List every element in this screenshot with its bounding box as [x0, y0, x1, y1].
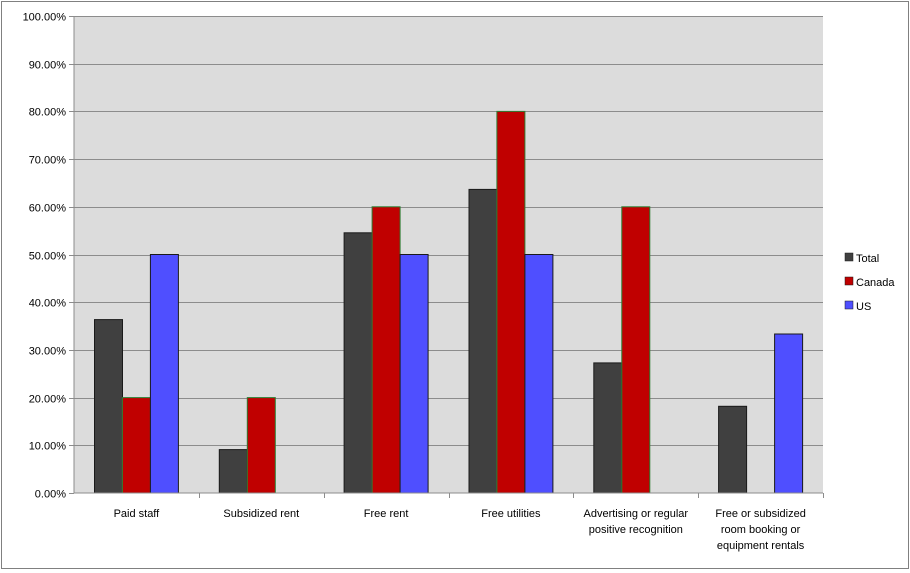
y-tick-label: 20.00% — [29, 394, 67, 406]
y-tick-label: 10.00% — [29, 441, 67, 453]
bar-us — [524, 254, 554, 494]
bar-us — [149, 254, 179, 494]
x-category-label: equipment rentals — [717, 540, 805, 552]
bar-total — [218, 449, 248, 494]
legend-swatch-total — [844, 252, 854, 262]
bar-us — [774, 333, 804, 494]
legend-label-us: US — [856, 301, 871, 313]
bar-us — [399, 254, 429, 494]
bar-canada — [121, 397, 151, 494]
y-tick-label: 80.00% — [29, 107, 67, 119]
y-axis-tick-labels: 0.00% 10.00% 20.00% 30.00% 40.00% 50.00% 60.00… — [23, 12, 74, 501]
bar-canada — [371, 206, 401, 494]
x-axis-tick-marks — [199, 493, 824, 498]
bar-total — [718, 405, 748, 494]
legend-swatch-us — [844, 300, 854, 310]
x-category-label: Free utilities — [481, 508, 541, 520]
legend-swatch-canada — [844, 276, 854, 286]
y-tick-label: 60.00% — [29, 203, 67, 215]
bar-total — [343, 232, 373, 494]
bar-total — [94, 319, 123, 494]
gridlines — [74, 16, 823, 446]
x-category-label: positive recognition — [589, 524, 683, 536]
x-category-label: Free rent — [364, 508, 409, 520]
legend: Total Canada US — [844, 252, 895, 313]
y-tick-label: 40.00% — [29, 298, 67, 310]
bar-canada — [246, 397, 276, 494]
x-category-label: room booking or — [721, 524, 801, 536]
bar-canada — [621, 206, 651, 494]
bars — [94, 110, 804, 494]
y-tick-label: 0.00% — [35, 489, 66, 501]
y-tick-label: 50.00% — [29, 251, 67, 263]
x-axis-category-labels: Paid staff Subsidized rent Free rent Free u… — [114, 508, 806, 552]
x-category-label: Free or subsidized — [715, 508, 806, 520]
y-tick-label: 90.00% — [29, 60, 67, 72]
y-tick-label: 30.00% — [29, 346, 67, 358]
legend-label-total: Total — [856, 253, 879, 265]
bar-canada — [496, 110, 526, 494]
x-category-label: Subsidized rent — [223, 508, 299, 520]
x-category-label: Advertising or regular — [584, 508, 689, 520]
x-category-label: Paid staff — [114, 508, 161, 520]
y-tick-label: 70.00% — [29, 155, 67, 167]
bar-total — [468, 188, 498, 494]
y-tick-label: 100.00% — [23, 12, 67, 24]
legend-label-canada: Canada — [856, 277, 895, 289]
plot-area — [74, 16, 823, 493]
bar-total — [593, 362, 623, 494]
